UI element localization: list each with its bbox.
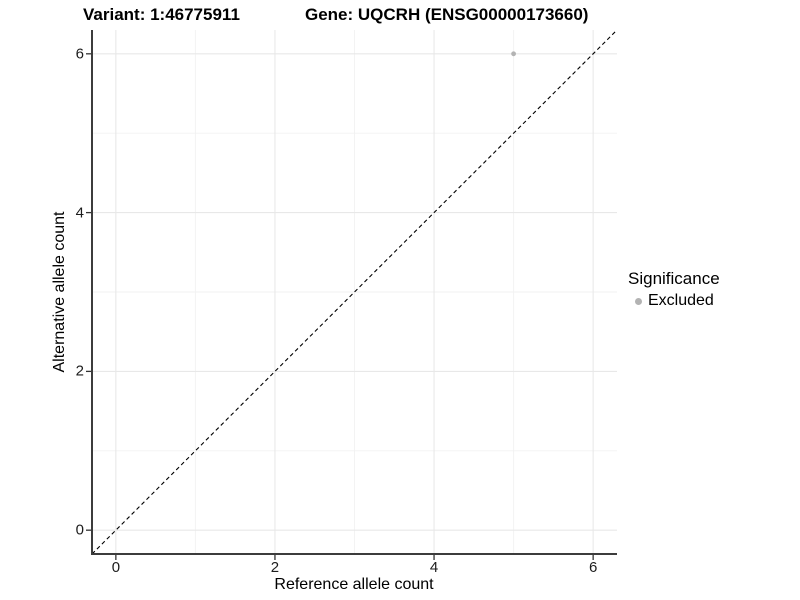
- y-tick-label: 6: [75, 45, 84, 63]
- plot-title-variant: Variant: 1:46775911: [83, 5, 240, 24]
- y-tick-label: 2: [75, 362, 84, 380]
- x-axis-title: Reference allele count: [274, 576, 434, 593]
- plot-title-gene: Gene: UQCRH (ENSG00000173660): [305, 5, 589, 24]
- x-tick-label: 4: [429, 559, 439, 576]
- data-point: [511, 51, 516, 57]
- y-axis-title: Alternative allele count: [51, 211, 68, 373]
- legend: Significance Excluded: [628, 269, 720, 310]
- legend-point-marker-icon: [635, 297, 642, 305]
- x-tick-label: 6: [588, 559, 598, 576]
- identity-reference-line: [91, 29, 618, 555]
- legend-item-label: Excluded: [648, 292, 714, 309]
- legend-title: Significance: [628, 269, 720, 288]
- x-tick-label: 2: [270, 559, 280, 576]
- y-tick-label: 0: [75, 521, 84, 539]
- legend-item-excluded: Excluded: [628, 292, 720, 310]
- y-tick-label: 4: [75, 204, 84, 222]
- x-tick-label: 0: [111, 559, 121, 576]
